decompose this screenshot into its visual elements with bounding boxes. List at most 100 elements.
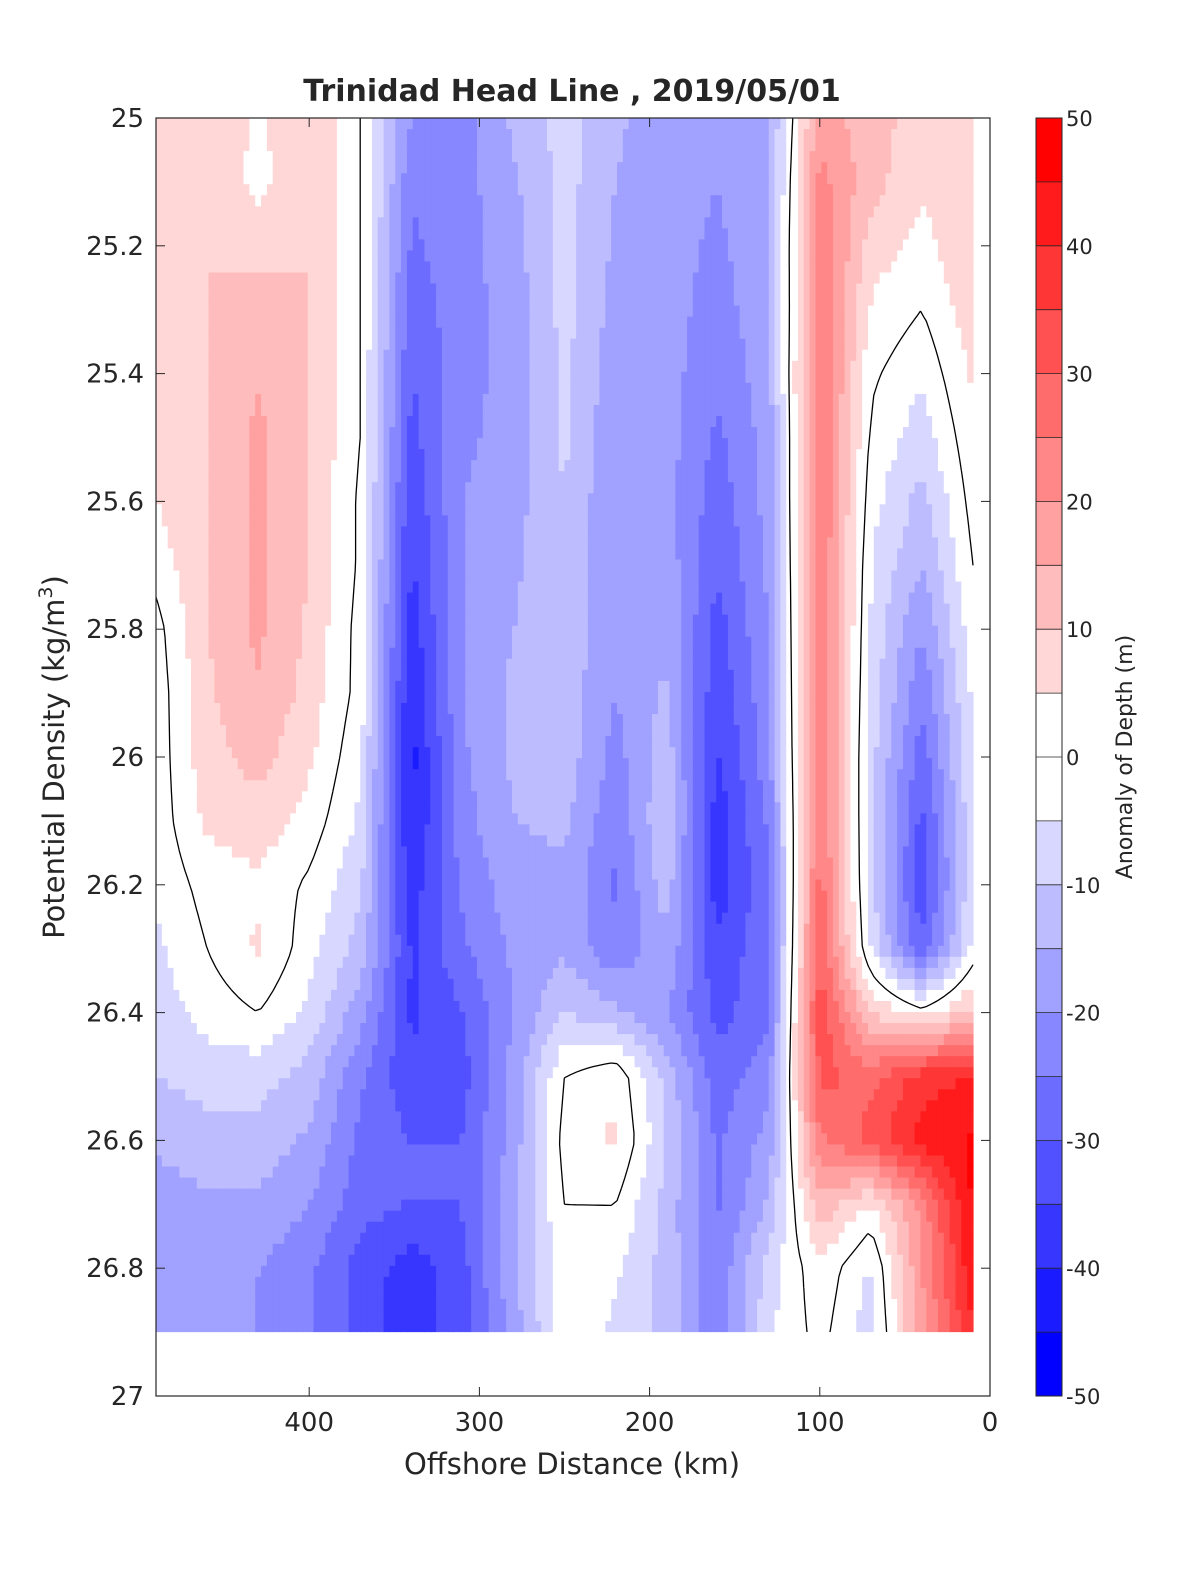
contour-cell — [873, 471, 881, 483]
contour-cell — [511, 471, 519, 483]
contour-cell — [815, 438, 822, 450]
contour-cell — [844, 316, 852, 329]
contour-cell — [500, 228, 507, 241]
contour-cell — [681, 162, 688, 174]
contour-cell — [500, 316, 507, 329]
contour-cell — [704, 173, 711, 185]
contour-cell — [348, 460, 356, 472]
contour-cell — [488, 393, 496, 406]
contour-cell — [564, 283, 571, 296]
contour-cell — [850, 382, 857, 395]
contour-cell — [832, 272, 840, 285]
contour-cell — [319, 449, 326, 461]
contour-cell — [494, 338, 501, 351]
contour-cell — [733, 195, 741, 207]
contour-cell — [698, 438, 706, 450]
contour-cell — [249, 427, 256, 439]
contour-cell — [237, 493, 245, 505]
contour-cell — [377, 206, 385, 218]
contour-cell — [272, 316, 280, 329]
contour-cell — [179, 305, 186, 318]
contour-cell — [949, 338, 957, 351]
contour-cell — [325, 261, 332, 274]
contour-cell — [908, 327, 916, 340]
contour-cell — [161, 460, 169, 472]
contour-cell — [792, 151, 799, 163]
contour-cell — [867, 460, 875, 472]
contour-cell — [838, 349, 846, 362]
contour-cell — [517, 162, 525, 174]
contour-cell — [803, 427, 811, 439]
contour-cell — [325, 449, 332, 461]
contour-cell — [214, 261, 221, 274]
contour-cell — [342, 118, 350, 130]
contour-cell — [891, 283, 898, 296]
contour-cell — [284, 283, 291, 296]
contour-cell — [529, 195, 536, 207]
contour-cell — [844, 173, 852, 185]
contour-cell — [634, 493, 641, 505]
contour-cell — [774, 404, 782, 417]
contour-cell — [856, 162, 863, 174]
contour-cell — [943, 427, 951, 439]
contour-cell — [249, 184, 256, 196]
contour-cell — [208, 140, 215, 152]
contour-cell — [336, 449, 344, 461]
contour-cell — [535, 393, 542, 406]
contour-cell — [652, 338, 659, 351]
contour-cell — [179, 294, 186, 307]
contour-cell — [587, 471, 595, 483]
contour-cell — [342, 493, 350, 505]
contour-cell — [523, 118, 531, 130]
contour-cell — [395, 393, 402, 406]
contour-cell — [401, 305, 408, 318]
contour-cell — [383, 449, 391, 461]
contour-cell — [558, 338, 566, 351]
contour-cell — [943, 140, 951, 152]
contour-cell — [733, 129, 741, 141]
contour-cell — [196, 162, 204, 174]
contour-cell — [617, 482, 624, 494]
contour-cell — [792, 305, 799, 318]
contour-cell — [535, 438, 542, 450]
contour-cell — [640, 438, 647, 450]
contour-cell — [914, 217, 922, 229]
contour-cell — [488, 140, 496, 152]
contour-cell — [436, 504, 443, 516]
contour-cell — [932, 438, 939, 450]
contour-cell — [739, 261, 746, 274]
contour-cell — [599, 427, 606, 439]
contour-cell — [383, 471, 391, 483]
contour-cell — [430, 504, 437, 516]
contour-cell — [780, 404, 787, 417]
contour-cell — [336, 382, 344, 395]
contour-cell — [727, 239, 735, 252]
contour-cell — [937, 239, 945, 252]
contour-cell — [301, 294, 309, 307]
contour-cell — [494, 217, 501, 229]
contour-cell — [704, 140, 711, 152]
contour-cell — [418, 316, 426, 329]
contour-cell — [430, 129, 437, 141]
contour-cell — [401, 272, 408, 285]
contour-cell — [733, 338, 741, 351]
contour-cell — [354, 371, 361, 384]
contour-cell — [634, 217, 641, 229]
contour-cell — [891, 404, 898, 417]
contour-cell — [173, 184, 180, 196]
contour-cell — [377, 239, 385, 252]
contour-cell — [529, 460, 536, 472]
contour-cell — [792, 404, 799, 417]
contour-cell — [255, 360, 262, 373]
contour-cell — [891, 382, 898, 395]
contour-cell — [827, 283, 834, 296]
contour-cell — [331, 404, 338, 417]
contour-cell — [156, 162, 163, 174]
contour-cell — [856, 239, 863, 252]
contour-cell — [301, 118, 309, 130]
contour-cell — [733, 360, 741, 373]
contour-cell — [325, 416, 332, 428]
contour-cell — [634, 195, 641, 207]
contour-cell — [156, 173, 163, 185]
contour-cell — [570, 294, 577, 307]
